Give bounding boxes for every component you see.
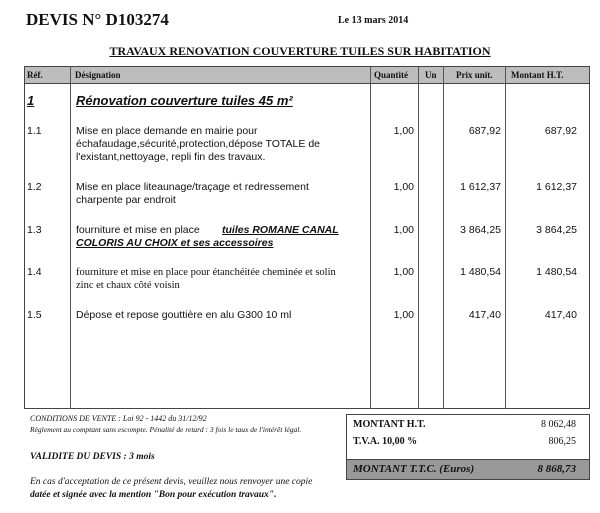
row-ref: 1.4 xyxy=(27,266,42,278)
total-label: T.V.A. 10,00 % xyxy=(353,436,418,447)
row-unit-price: 1 612,37 xyxy=(460,181,501,193)
row-ref: 1.1 xyxy=(27,125,42,137)
date: Le 13 mars 2014 xyxy=(338,15,409,26)
total-value: 8 062,48 xyxy=(541,419,576,430)
total-value: 806,25 xyxy=(548,436,577,447)
row-amount: 3 864,25 xyxy=(536,224,577,236)
row-quantity: 1,00 xyxy=(393,181,414,193)
acceptance-emphasis: datée et signée avec la mention "Bon pou… xyxy=(30,490,277,500)
row-amount: 417,40 xyxy=(544,309,577,321)
column-header: Un xyxy=(425,70,437,80)
row-designation: charpente par endroit xyxy=(76,194,176,206)
row-quantity: 1,00 xyxy=(393,309,414,321)
column-line xyxy=(418,66,419,409)
row-ref: 1.2 xyxy=(27,181,42,193)
total-label: MONTANT H.T. xyxy=(353,419,426,430)
column-header: Prix unit. xyxy=(456,70,493,80)
payment-terms: Règlement au comptant sans escompte. Pén… xyxy=(30,425,302,434)
validity: VALIDITE DU DEVIS : 3 mois xyxy=(30,452,155,462)
section-label: Rénovation couverture tuiles 45 m² xyxy=(76,93,293,108)
row-ref: 1.3 xyxy=(27,224,42,236)
column-line xyxy=(70,66,71,409)
row-unit-price: 417,40 xyxy=(468,309,501,321)
row-designation: l'existant,nettoyage, repli fin des trav… xyxy=(76,151,266,163)
row-amount: 687,92 xyxy=(544,125,577,137)
column-line xyxy=(370,66,371,409)
row-quantity: 1,00 xyxy=(393,224,414,236)
quote-number: DEVIS N° D103274 xyxy=(26,10,169,29)
conditions: CONDITIONS DE VENTE : Loi 92 - 1442 du 3… xyxy=(30,414,207,423)
total-row-bg xyxy=(346,459,590,480)
column-header: Quantité xyxy=(374,70,409,80)
column-line xyxy=(443,66,444,409)
row-quantity: 1,00 xyxy=(393,125,414,137)
row-amount: 1 480,54 xyxy=(536,266,577,278)
row-designation: Dépose et repose gouttière en alu G300 1… xyxy=(76,309,292,321)
total-value: 8 868,73 xyxy=(537,463,577,475)
table-header xyxy=(24,66,590,84)
row-designation-emphasis: COLORIS AU CHOIX et ses accessoires xyxy=(76,237,274,249)
row-designation: zinc et chaux côté voisin xyxy=(76,280,180,291)
row-designation: fourniture et mise en place xyxy=(76,224,200,236)
row-unit-price: 3 864,25 xyxy=(460,224,501,236)
section-ref: 1 xyxy=(27,93,35,108)
row-ref: 1.5 xyxy=(27,309,42,321)
row-designation: fourniture et mise en place pour étanché… xyxy=(76,267,336,278)
row-amount: 1 612,37 xyxy=(536,181,577,193)
column-header: Désignation xyxy=(75,70,121,80)
column-line xyxy=(505,66,506,409)
row-designation: échafaudage,sécurité,protection,dépose T… xyxy=(76,138,320,150)
row-designation: Mise en place demande en mairie pour xyxy=(76,125,258,137)
row-unit-price: 687,92 xyxy=(468,125,501,137)
acceptance: En cas d'acceptation de ce présent devis… xyxy=(30,477,313,487)
column-header: Montant H.T. xyxy=(511,70,564,80)
row-quantity: 1,00 xyxy=(393,266,414,278)
row-unit-price: 1 480,54 xyxy=(460,266,501,278)
total-label: MONTANT T.T.C. (Euros) xyxy=(353,463,475,475)
column-header: Réf. xyxy=(27,70,43,80)
subject: TRAVAUX RENOVATION COUVERTURE TUILES SUR… xyxy=(109,44,491,58)
row-designation-emphasis: tuiles ROMANE CANAL xyxy=(222,224,339,236)
row-designation: Mise en place liteaunage/traçage et redr… xyxy=(76,181,309,193)
